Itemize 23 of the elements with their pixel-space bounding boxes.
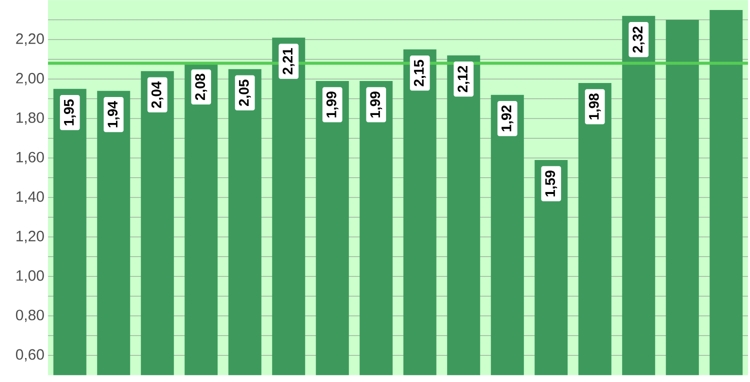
data-label: 2,32 (632, 26, 645, 53)
data-label: 2,05 (238, 80, 251, 106)
data-label: 1,95 (64, 99, 76, 126)
data-label: 1,94 (108, 101, 120, 128)
data-label: 2,15 (414, 60, 426, 86)
y-tick-label: 0,80 (16, 310, 44, 322)
y-tick-label: 0,60 (16, 349, 44, 362)
data-label: 1,59 (545, 170, 558, 196)
y-tick-label: 2,20 (16, 33, 44, 46)
y-tick-label: 1,80 (16, 112, 44, 125)
y-tick-label: 1,00 (16, 270, 44, 283)
y-tick-label: 1,40 (16, 191, 44, 204)
data-label: 2,04 (151, 81, 164, 108)
data-label: 2,08 (195, 74, 208, 100)
data-label: 1,99 (326, 92, 338, 118)
y-tick-label: 2,00 (16, 72, 44, 86)
y-tick-label: 1,60 (16, 152, 44, 164)
data-label: 2,12 (458, 66, 470, 92)
y-tick-label: 1,20 (16, 230, 44, 244)
data-label: 1,92 (501, 106, 514, 132)
data-label: 2,21 (282, 48, 295, 74)
data-label: 1,98 (588, 94, 601, 120)
data-label: 1,99 (370, 92, 382, 118)
